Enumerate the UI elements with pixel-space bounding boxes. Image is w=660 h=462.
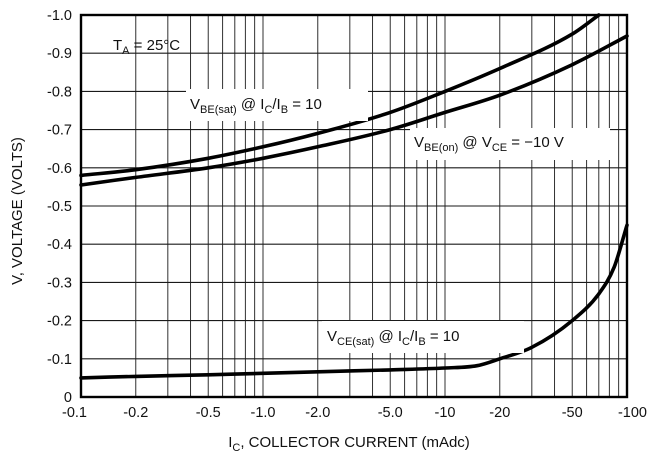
y-tick-label: -0.3	[47, 275, 72, 291]
vbe-sat-curve	[79, 13, 601, 178]
label-background	[322, 321, 524, 353]
series-label-vbe-on: VBE(on) @ VCE = −10 V	[414, 134, 564, 154]
y-tick-label: -0.7	[47, 123, 72, 139]
y-tick-label: -0.1	[47, 352, 72, 368]
y-tick-label: -1.0	[47, 8, 72, 24]
label-background	[186, 89, 368, 121]
vbe-on-curve	[79, 34, 629, 187]
y-axis-label: V, VOLTAGE (VOLTS)	[9, 137, 26, 285]
x-tick-label: -20	[489, 405, 510, 421]
x-tick-label: -100	[618, 405, 647, 421]
x-tick-label: -1.0	[251, 405, 276, 421]
y-tick-label: -0.5	[47, 199, 72, 215]
series-label-vbe-sat: VBE(sat) @ IC/IB = 10	[190, 96, 322, 116]
x-axis-label: IC, COLLECTOR CURRENT (mAdc)	[228, 434, 470, 454]
y-tick-label: -0.9	[47, 46, 72, 62]
x-axis-ticks: -0.1 -0.2 -0.5 -1.0 -2.0 -5.0 -10 -20 -50 -100	[62, 405, 647, 421]
x-tick-label: -10	[435, 405, 456, 421]
y-tick-label: -0.4	[47, 237, 72, 253]
vce-sat-curve	[79, 223, 629, 380]
label-background	[410, 128, 610, 160]
y-tick-label: -0.2	[47, 314, 72, 330]
y-tick-label: -0.6	[47, 161, 72, 177]
x-tick-label: -5.0	[378, 405, 403, 421]
x-tick-label: -0.2	[123, 405, 148, 421]
temperature-condition-label: TA = 25°C	[113, 37, 180, 57]
plot-frame	[79, 13, 629, 399]
x-tick-label: -0.5	[196, 405, 221, 421]
x-tick-label: -2.0	[305, 405, 330, 421]
y-tick-label: -0.8	[47, 84, 72, 100]
y-axis-ticks: 0 -0.1 -0.2 -0.3 -0.4 -0.5 -0.6 -0.7 -0.8 -0.9 -1.…	[47, 8, 72, 406]
y-tick-label: 0	[64, 390, 72, 406]
x-tick-label: -50	[562, 405, 583, 421]
curves	[79, 13, 629, 380]
series-label-vce-sat: VCE(sat) @ IC/IB = 10	[327, 328, 459, 348]
x-tick-label: -0.1	[62, 405, 87, 421]
